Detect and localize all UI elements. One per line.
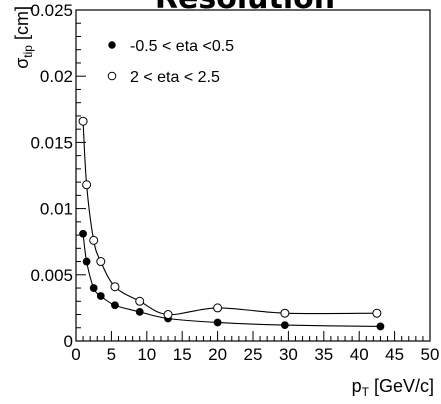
series-2 [78, 116, 382, 320]
x-axis-label-sub: T [362, 385, 370, 399]
data-point [280, 321, 289, 330]
x-axis-ticks: 0 5 10 15 20 25 30 35 40 45 50 [71, 331, 439, 364]
data-point [372, 308, 382, 318]
legend-marker [108, 41, 116, 49]
plot-frame [75, 9, 431, 342]
legend: -0.5 < eta <0.5 2 < eta < 2.5 [107, 38, 234, 86]
x-tick-label: 20 [208, 345, 227, 364]
series-line [82, 233, 381, 327]
x-tick-label: 45 [385, 345, 404, 364]
y-tick-label: 0 [64, 332, 73, 351]
x-tick-label: 25 [244, 345, 263, 364]
x-tick-label: 50 [421, 345, 440, 364]
legend-marker [107, 71, 117, 81]
y-tick-label: 0.02 [40, 67, 73, 86]
data-point [213, 303, 223, 313]
data-point [78, 116, 88, 126]
data-point [89, 284, 98, 292]
x-tick-label: 5 [107, 345, 116, 364]
x-axis-label: pT [GeV/c] [352, 376, 434, 399]
series-layer [78, 116, 385, 331]
x-tick-label: 35 [314, 345, 333, 364]
data-point [96, 292, 105, 300]
series-1 [79, 229, 385, 331]
x-axis-label-unit: [GeV/c] [369, 376, 434, 396]
x-tick-label: 15 [173, 345, 192, 364]
data-point [79, 229, 87, 238]
data-point [135, 296, 145, 306]
x-tick-label: 10 [137, 345, 156, 364]
y-axis-label-main: σ [12, 58, 32, 69]
data-point [135, 307, 144, 316]
data-point [280, 308, 290, 318]
data-point [82, 180, 92, 190]
y-tick-label: 0.025 [30, 1, 73, 20]
x-tick-label: 30 [279, 345, 298, 364]
data-point [110, 282, 120, 292]
y-axis-label-sub: tip [21, 45, 35, 58]
x-tick-label: 40 [350, 345, 369, 364]
data-point [89, 235, 99, 245]
y-axis-label-unit: [cm] [12, 6, 32, 45]
y-tick-label: 0.015 [30, 133, 73, 152]
legend-label: -0.5 < eta <0.5 [130, 38, 234, 55]
data-point [82, 257, 91, 266]
y-tick-label: 0.005 [30, 266, 73, 285]
y-axis-label: σtip [cm] [12, 6, 35, 69]
data-point [96, 257, 106, 267]
y-axis-ticks: 0 0.005 0.01 0.015 0.02 0.025 [30, 1, 86, 351]
x-axis-label-main: p [352, 376, 362, 396]
legend-label: 2 < eta < 2.5 [130, 69, 220, 86]
data-point [376, 322, 385, 331]
x-tick-label: 0 [71, 345, 80, 364]
data-point [163, 310, 173, 320]
data-point [111, 301, 119, 310]
data-point [213, 318, 222, 327]
series-line [82, 121, 377, 316]
y-tick-label: 0.01 [40, 200, 73, 219]
chart-title: Resolution [155, 0, 335, 16]
